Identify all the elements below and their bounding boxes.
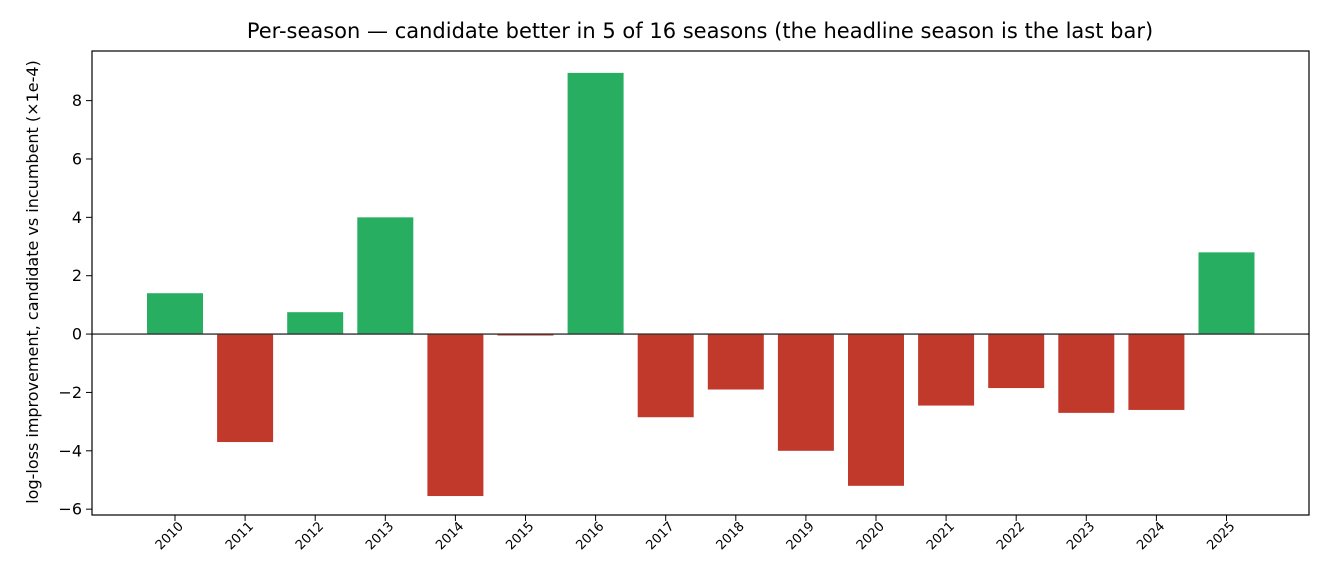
x-tick-label: 2014 xyxy=(433,519,467,553)
bar-2023 xyxy=(1058,334,1115,413)
y-tick-label: 2 xyxy=(72,266,82,285)
x-tick-label: 2020 xyxy=(854,519,888,553)
x-tick-label: 2011 xyxy=(223,519,257,553)
plot-frame xyxy=(91,50,1310,516)
bar-2013 xyxy=(357,217,414,335)
bar-2020 xyxy=(848,334,904,486)
y-tick-label: −4 xyxy=(58,441,82,460)
bar-2016 xyxy=(567,72,624,335)
bar-2019 xyxy=(777,334,834,451)
x-axis-ticks: 2010 2011 2012 2013 2014 2015 2016 2017 2018 2019… xyxy=(153,515,1238,553)
y-tick-label: −2 xyxy=(58,383,82,402)
bars-group xyxy=(147,72,1255,497)
x-tick-label: 2017 xyxy=(644,519,678,553)
bar-2022 xyxy=(988,334,1045,389)
x-tick-label: 2021 xyxy=(924,519,958,553)
bar-2010 xyxy=(147,293,203,335)
bar-2014 xyxy=(427,334,484,497)
y-axis-ticks: 8 6 4 2 0 −2 −4 −6 xyxy=(58,91,92,519)
y-tick-label: 0 xyxy=(72,325,82,344)
y-axis-label: log-loss improvement, candidate vs incum… xyxy=(23,60,42,504)
x-tick-label: 2015 xyxy=(503,519,537,553)
bar-2025 xyxy=(1198,252,1255,335)
x-tick-label: 2010 xyxy=(153,519,187,553)
y-tick-label: 4 xyxy=(72,208,82,227)
x-tick-label: 2019 xyxy=(784,519,818,553)
bar-2018 xyxy=(707,334,764,390)
bar-2012 xyxy=(287,312,344,335)
y-tick-label: −6 xyxy=(58,500,82,519)
bar-2021 xyxy=(918,334,975,406)
bar-2015 xyxy=(497,334,554,336)
x-tick-label: 2018 xyxy=(714,519,748,553)
bar-2011 xyxy=(217,334,274,443)
x-tick-label: 2012 xyxy=(293,519,327,553)
chart-title: Per-season — candidate better in 5 of 16… xyxy=(247,19,1153,43)
bar-2024 xyxy=(1128,334,1185,410)
x-tick-label: 2024 xyxy=(1134,519,1168,553)
y-tick-label: 6 xyxy=(72,149,82,168)
x-tick-label: 2013 xyxy=(363,519,397,553)
x-tick-label: 2025 xyxy=(1204,519,1238,553)
bar-2017 xyxy=(637,334,694,418)
y-tick-label: 8 xyxy=(72,91,82,110)
x-tick-label: 2016 xyxy=(573,519,607,553)
x-tick-label: 2023 xyxy=(1064,519,1098,553)
x-tick-label: 2022 xyxy=(994,519,1028,553)
